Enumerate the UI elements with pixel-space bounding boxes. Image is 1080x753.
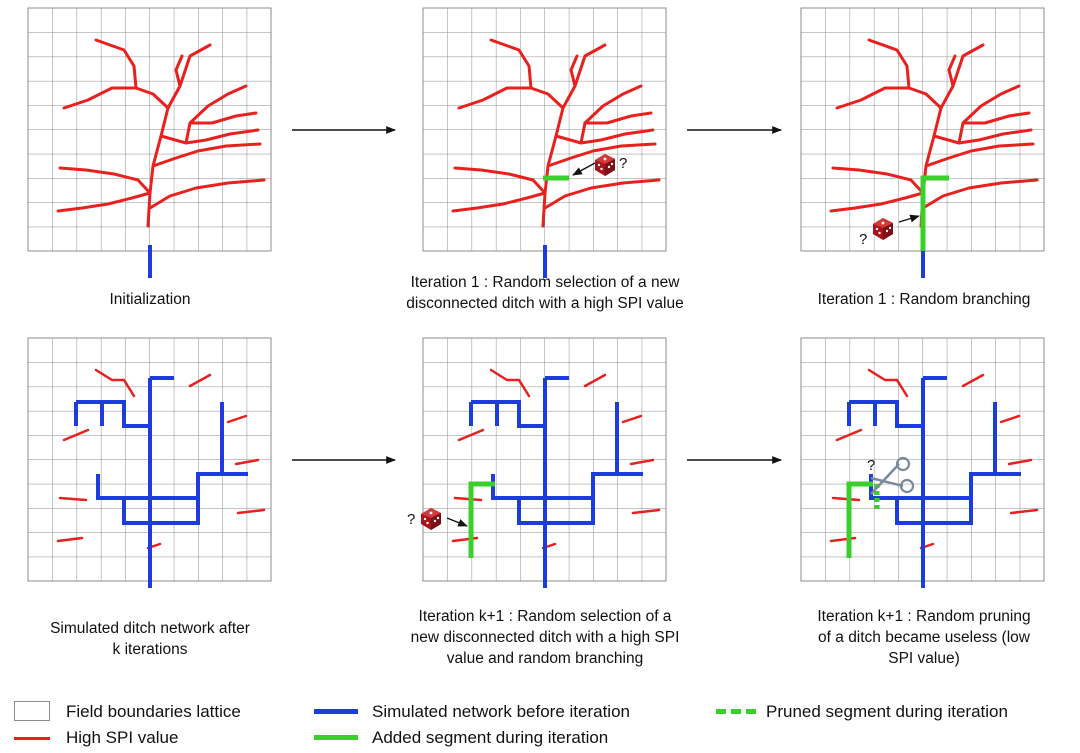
legend-added-segment: Added segment during iteration bbox=[372, 728, 609, 747]
question-mark: ? bbox=[407, 511, 415, 528]
panel-iteration-1-selection: ? bbox=[422, 7, 667, 278]
legend-network-before: Simulated network before iteration bbox=[372, 702, 630, 721]
panel-after-k-iterations bbox=[27, 337, 272, 590]
legend-field-lattice: Field boundaries lattice bbox=[66, 702, 241, 721]
legend-lattice-swatch bbox=[14, 701, 50, 721]
caption-iteration-k1-selection: Iteration k+1 : Random selection of a ne… bbox=[410, 608, 680, 667]
arrow-icon bbox=[446, 517, 468, 527]
legend-pruned-swatch bbox=[716, 709, 756, 714]
caption-iteration-k1-pruning: Iteration k+1 : Random pruning of a ditc… bbox=[817, 608, 1031, 667]
question-mark: ? bbox=[859, 231, 867, 248]
arrow-icon bbox=[572, 162, 596, 176]
legend-pruned-segment: Pruned segment during iteration bbox=[766, 702, 1008, 721]
added-segment bbox=[920, 175, 949, 251]
caption-after-k-iterations: Simulated ditch network after k iteratio… bbox=[50, 620, 250, 658]
question-mark: ? bbox=[619, 155, 627, 172]
legend-network-swatch bbox=[314, 709, 358, 714]
legend-added-swatch bbox=[314, 735, 358, 740]
panel-initialization bbox=[27, 7, 272, 278]
caption-iteration-1-selection: Iteration 1 : Random selection of a new … bbox=[406, 274, 684, 312]
arrow-icon bbox=[898, 214, 920, 223]
question-mark: ? bbox=[867, 457, 875, 474]
legend-high-spi: High SPI value bbox=[66, 728, 179, 747]
caption-initialization: Initialization bbox=[109, 291, 191, 308]
added-segment bbox=[468, 481, 495, 558]
panel-iteration-k1-pruning: ? bbox=[800, 337, 1045, 590]
legend-spi-swatch bbox=[14, 737, 50, 740]
panel-iteration-1-branching: ? bbox=[800, 7, 1045, 278]
added-segment bbox=[846, 481, 873, 558]
panel-iteration-k1-selection: ? bbox=[407, 337, 667, 590]
scissors-icon bbox=[870, 456, 915, 495]
caption-iteration-1-branching: Iteration 1 : Random branching bbox=[817, 291, 1031, 308]
diagram-canvas: ? ? ? ? bbox=[27, 7, 1045, 590]
